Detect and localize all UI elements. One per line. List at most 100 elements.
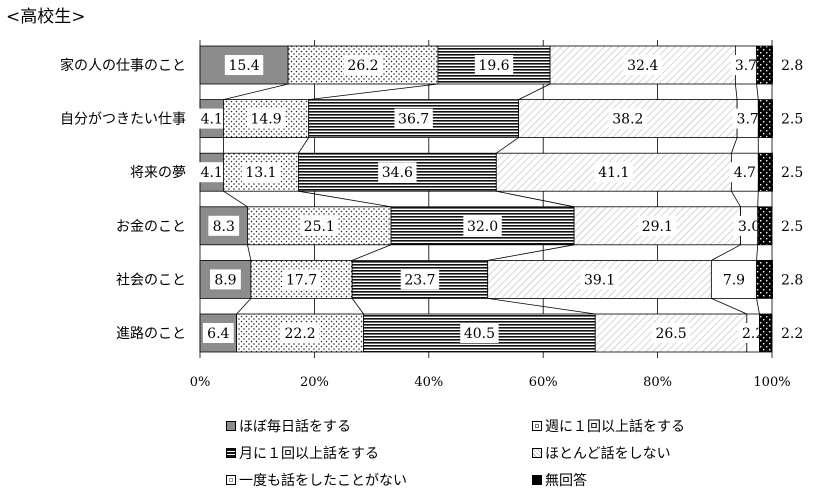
data-label: 8.3 [213,219,235,235]
data-label: 29.1 [642,219,673,235]
connector-line [731,190,741,208]
data-label: 2.5 [781,112,803,128]
category-label: 社会のこと [116,272,186,288]
data-label-bg [730,55,762,75]
category-label: 家の人の仕事のこと [60,57,186,74]
legend-swatch-rarely [532,448,542,458]
data-label: 3.7 [737,112,759,128]
connector-line [351,298,364,315]
data-label-bg [400,269,440,290]
data-label: 7.9 [723,272,745,288]
legend-swatch-monthly [226,448,236,458]
connector-line [247,244,252,261]
bar-segment-no-answer [757,99,773,138]
data-label-bg [282,269,321,290]
bar-segment-no-answer [757,206,773,246]
data-label-bg [300,215,339,236]
connector-line [298,190,392,208]
category-label: 自分がつきたい仕事 [60,112,186,128]
connector-line [734,83,738,100]
connector-line [487,298,596,315]
data-label-bg [732,108,764,129]
data-label-bg [378,162,417,183]
data-label-bg [651,323,691,343]
data-label-bg [623,55,662,75]
data-label-bg [733,215,765,236]
data-label: 25.1 [304,219,335,235]
data-label: 17.7 [286,272,317,288]
legend-swatch-weekly [532,421,542,431]
connector-line [308,83,438,100]
bar-segment-no-answer [756,45,773,85]
legend-label-never: 一度も話をしたことがない [239,473,407,489]
data-label: 32.0 [467,219,498,235]
data-label-bg [241,162,281,183]
data-label-bg [718,269,750,290]
connector-line [757,191,759,207]
x-tick-label: 40% [414,375,443,390]
connector-line [731,137,738,154]
bar-segment-monthly [308,99,520,138]
data-label: 2.2 [781,326,803,342]
bar-segment-weekly [250,259,353,299]
data-label-bg [394,108,433,129]
data-label-bg [343,55,383,75]
x-tick-label: 100% [753,375,790,390]
legend-swatch-no-answer [532,475,542,485]
data-label: 15.4 [228,58,259,74]
connector-line [223,83,289,100]
legend-item-rarely: ほとんど話をしない [532,443,671,463]
x-tick-label: 60% [529,375,558,390]
data-label-bg [608,108,648,129]
connector-line [298,137,310,154]
data-label: 3.7 [735,58,757,74]
bar-segment-no-answer [756,259,773,299]
data-label: 41.1 [598,165,629,181]
data-label-bg [224,55,264,75]
legend-label-daily: ほぼ毎日話をする [239,419,351,435]
data-label-bg [246,108,286,129]
data-label: 8.9 [214,272,236,288]
legend-item-no-answer: 無回答 [532,470,587,490]
legend-item-never: 一度も話をしたことがない [226,470,407,490]
data-label: 32.4 [627,58,658,74]
data-label-bg [196,108,228,129]
data-label: 2.5 [781,165,803,181]
data-label: 13.1 [245,165,276,181]
data-label-bg [463,215,502,236]
x-tick-label: 20% [300,375,329,390]
data-label: 2.5 [781,219,803,235]
connector-line [518,83,551,100]
category-label: お金のこと [116,219,186,235]
data-label: 2.8 [781,272,803,288]
legend-item-daily: ほぼ毎日話をする [226,416,351,436]
data-label: 19.6 [478,58,509,74]
data-label: 2.2 [742,326,764,342]
bar-segment-no-answer [757,152,773,192]
connector-line [496,137,519,154]
category-label: 将来の夢 [130,165,186,181]
data-label-bg [580,269,619,290]
legend-label-monthly: 月に１回以上話をする [239,446,379,462]
chart-title: <高校生> [6,7,86,27]
data-label: 4.1 [201,112,223,128]
connector-line [236,298,252,315]
data-label: 38.2 [612,112,643,128]
data-label: 26.5 [655,326,686,342]
data-label: 36.7 [398,112,429,128]
data-label: 23.7 [404,272,435,288]
data-label-bg [210,269,241,290]
data-label: 4.7 [734,165,756,181]
legend-label-rarely: ほとんど話をしない [545,446,671,462]
data-label: 26.2 [347,58,378,74]
data-label: 39.1 [584,272,615,288]
connector-line [711,298,747,315]
data-label-bg [638,215,677,236]
category-label: 進路のこと [116,326,186,342]
legend-label-weekly: 週に１回以上話をする [545,419,685,435]
legend-item-monthly: 月に１回以上話をする [226,443,379,463]
connector-line [487,244,575,261]
data-label: 6.4 [207,326,229,342]
legend-item-weekly: 週に１回以上話をする [532,416,685,436]
connector-line [223,190,248,208]
